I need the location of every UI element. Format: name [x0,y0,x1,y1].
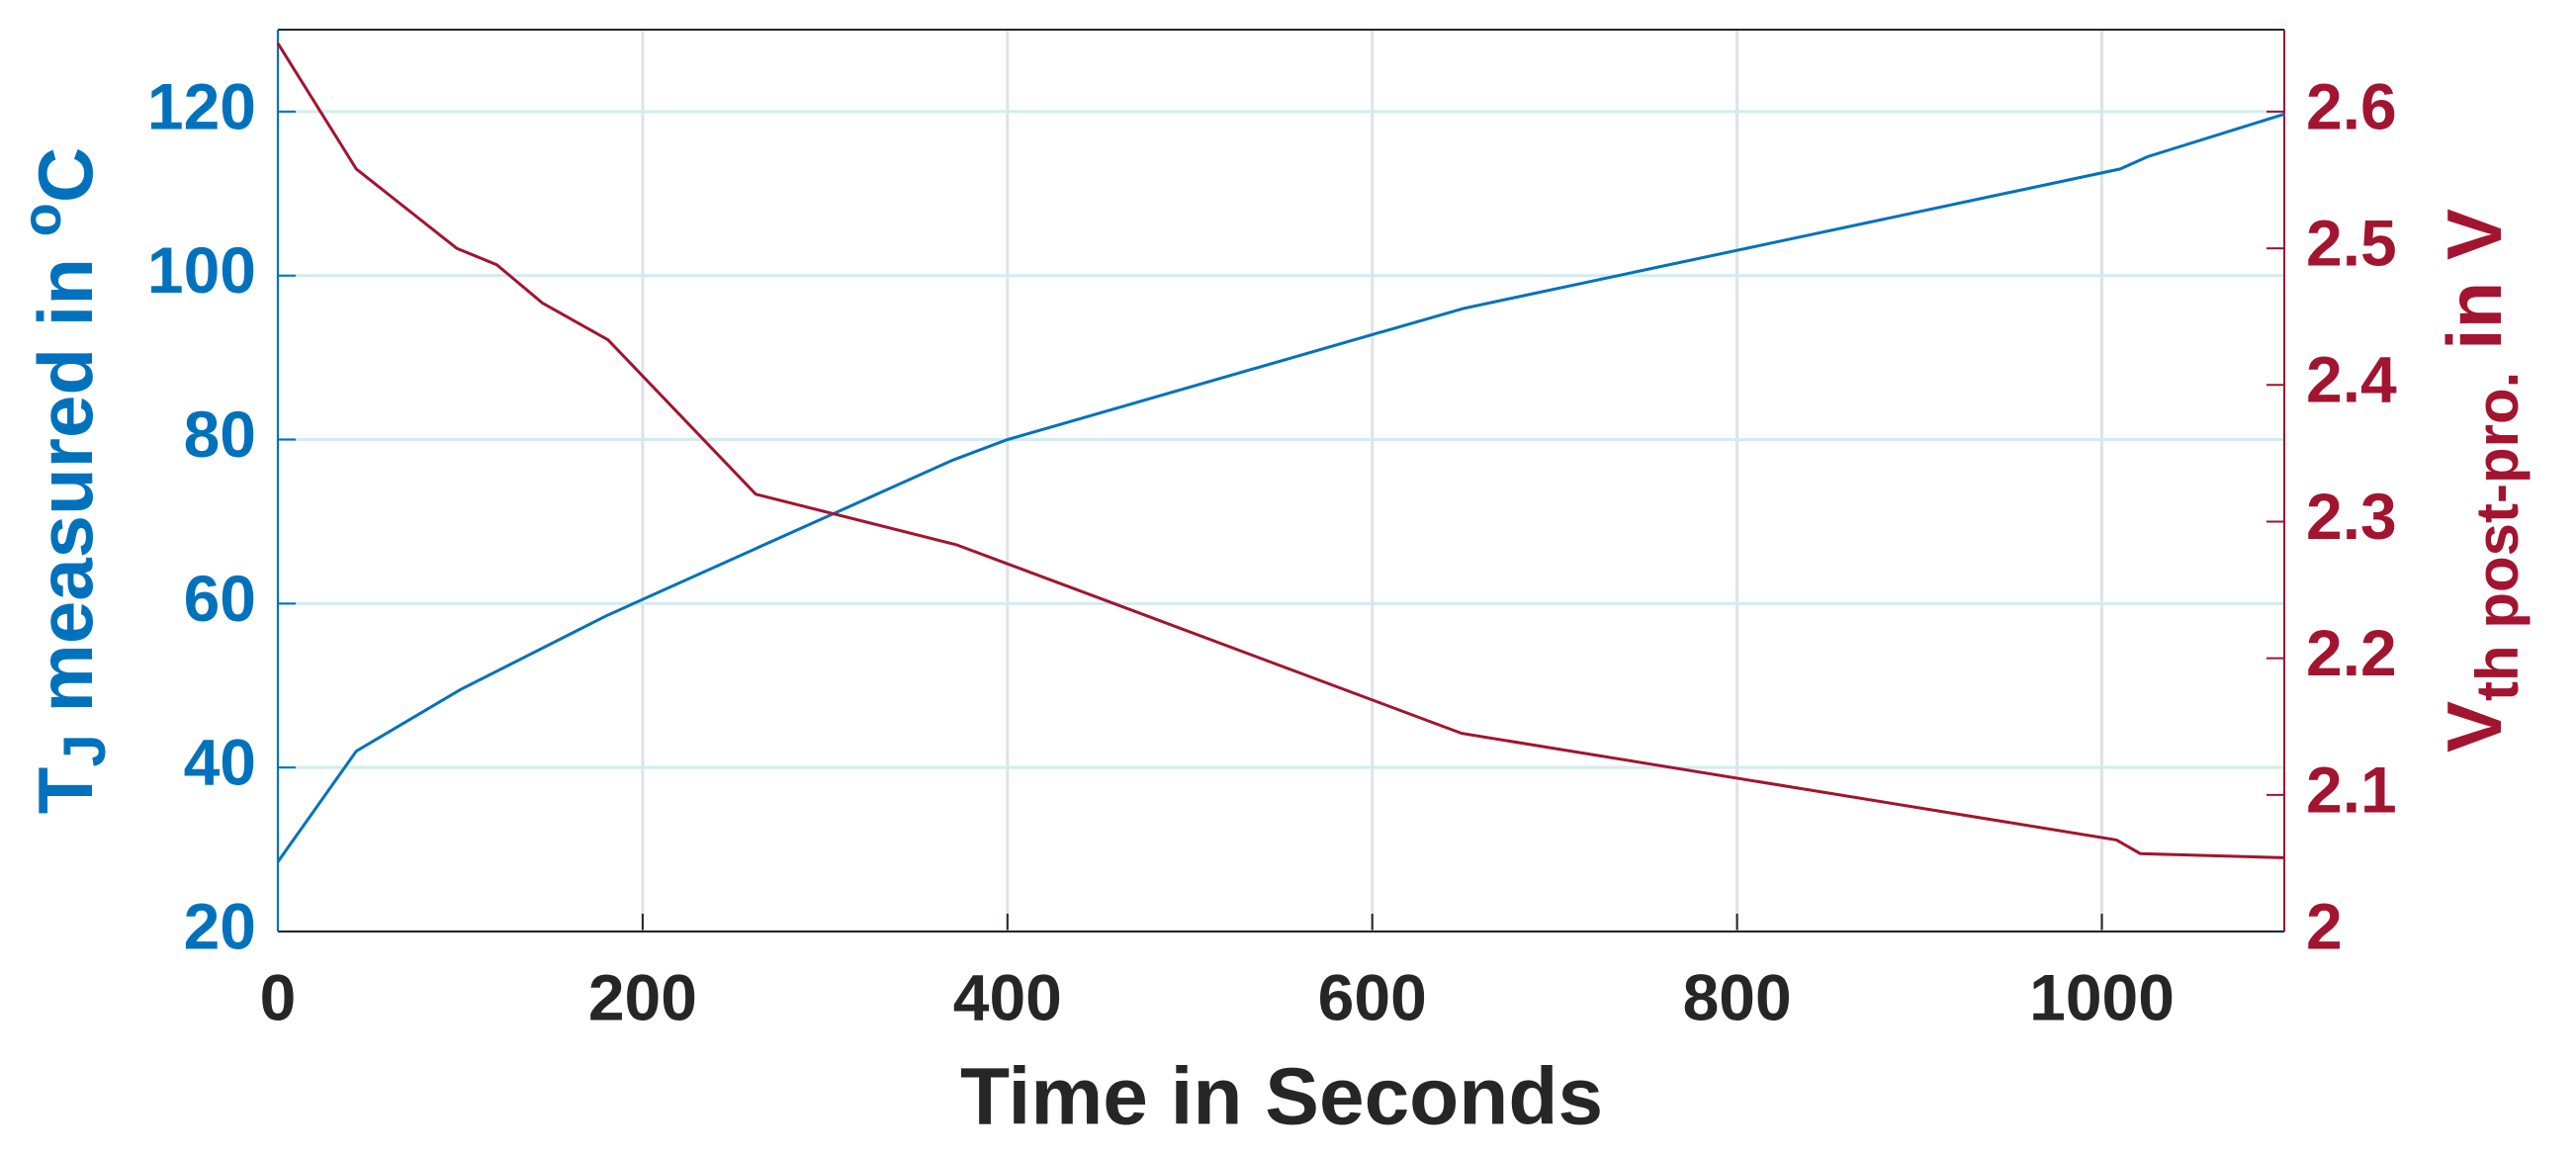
label-part: C [22,147,109,203]
x-tick-label: 200 [588,960,697,1033]
x-tick-label: 800 [1683,960,1792,1033]
y-tick-label: 20 [184,889,256,962]
x-tick-label: 400 [953,960,1062,1033]
data-line [276,43,2285,859]
label-part: V [2431,701,2518,753]
y2-axis-label: Vth post-pro. in V [2431,209,2531,753]
x-tick-label: 0 [260,960,297,1033]
x-tick-label: 1000 [2029,960,2175,1033]
label-subscript: J [51,734,118,766]
y2-tick-label: 2.1 [2306,753,2397,826]
y-tick-label: 40 [184,726,256,799]
y2-tick-label: 2 [2306,889,2343,962]
label-part: measured in [22,236,109,734]
plot-area [278,30,2284,932]
y2-tick-label: 2.2 [2306,616,2397,689]
x-tick-label: 600 [1318,960,1427,1033]
data-line [276,112,2285,863]
y-tick-label: 100 [147,233,256,307]
y2-tick-label: 2.4 [2306,343,2397,416]
y-tick-label: 80 [184,398,256,471]
y-tick-label: 60 [184,562,256,635]
y-tick-label: 120 [147,69,256,142]
y2-tick-label: 2.5 [2306,207,2397,280]
label-part: in V [2431,209,2518,372]
y2-tick-label: 2.6 [2306,69,2397,142]
x-axis-label: Time in Seconds [960,1052,1603,1142]
label-superscript: o [10,203,72,236]
label-subscript: th post-pro. [2464,372,2531,701]
y2-tick-label: 2.3 [2306,480,2397,553]
label-part: T [22,767,109,815]
y-axis-label: TJ measured in oC [10,147,118,814]
